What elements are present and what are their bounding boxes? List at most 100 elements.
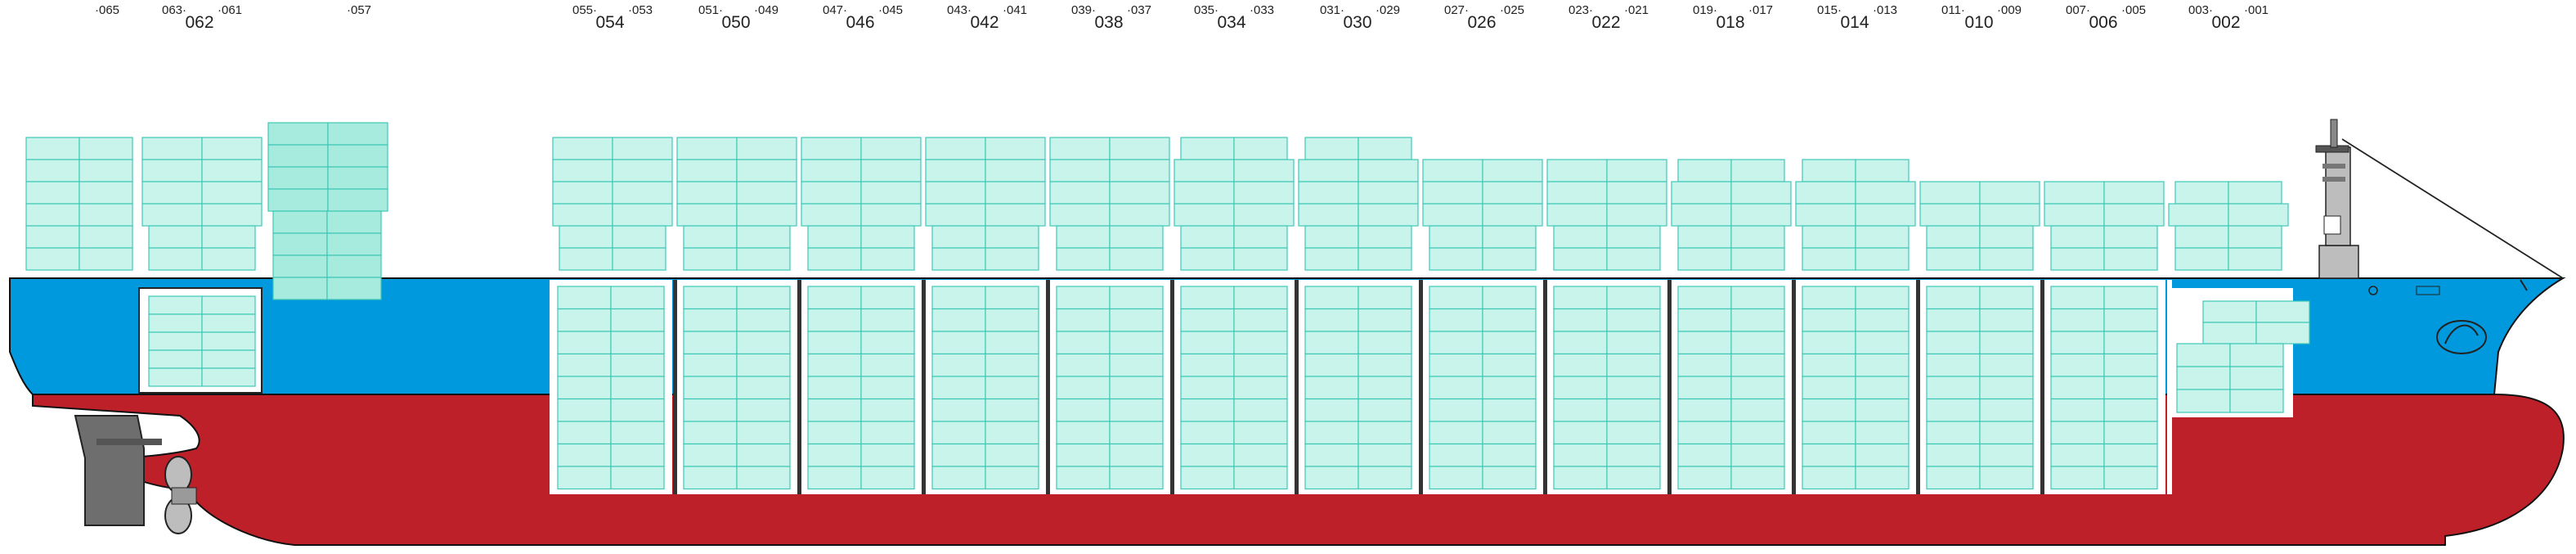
container bbox=[1855, 376, 1910, 400]
bay-sub-label: ·005 bbox=[2121, 3, 2147, 17]
container bbox=[1056, 466, 1111, 490]
container bbox=[201, 295, 256, 315]
container bbox=[2050, 308, 2105, 332]
container bbox=[1855, 203, 1916, 227]
propeller-icon bbox=[164, 456, 197, 534]
container bbox=[148, 295, 203, 315]
container bbox=[860, 421, 915, 445]
container-stack bbox=[1802, 225, 1910, 271]
container bbox=[985, 443, 1039, 467]
container-stack bbox=[2174, 225, 2282, 271]
container bbox=[2202, 300, 2257, 323]
container bbox=[1855, 466, 1910, 490]
container bbox=[1482, 443, 1537, 467]
bay-sub-label: 035· bbox=[1194, 3, 1219, 17]
container bbox=[326, 277, 382, 300]
container bbox=[1730, 159, 1785, 182]
container-stack bbox=[2044, 181, 2165, 227]
container bbox=[2050, 443, 2105, 467]
container bbox=[2229, 389, 2284, 413]
container bbox=[1677, 376, 1732, 400]
container bbox=[985, 137, 1046, 160]
hold-bulkhead bbox=[2040, 280, 2044, 494]
container-stack bbox=[1180, 286, 1288, 490]
hold-bulkhead bbox=[1916, 280, 1920, 494]
container bbox=[1855, 421, 1910, 445]
bay-label: 022 bbox=[1591, 13, 1621, 32]
container bbox=[1730, 398, 1785, 422]
container bbox=[1730, 353, 1785, 377]
forestay bbox=[2341, 138, 2564, 279]
container bbox=[2050, 421, 2105, 445]
container bbox=[801, 159, 862, 182]
container bbox=[736, 376, 791, 400]
container bbox=[326, 254, 382, 278]
container bbox=[807, 247, 862, 271]
container bbox=[2103, 353, 2158, 377]
bay-label: 054 bbox=[595, 13, 625, 32]
container bbox=[1429, 247, 1483, 271]
container bbox=[1358, 466, 1412, 490]
container bbox=[1233, 137, 1288, 160]
container bbox=[610, 286, 665, 310]
container bbox=[860, 137, 922, 160]
container bbox=[1358, 421, 1412, 445]
container bbox=[1855, 308, 1910, 332]
container bbox=[610, 331, 665, 355]
container bbox=[1802, 466, 1856, 490]
container bbox=[1358, 137, 1412, 160]
bay-sub-label: 055· bbox=[572, 3, 598, 17]
container bbox=[1233, 353, 1288, 377]
container bbox=[610, 353, 665, 377]
container bbox=[1180, 331, 1235, 355]
container bbox=[736, 466, 791, 490]
container bbox=[931, 376, 986, 400]
container bbox=[676, 137, 738, 160]
container bbox=[1979, 466, 2034, 490]
container bbox=[683, 443, 738, 467]
container bbox=[612, 203, 673, 227]
container bbox=[683, 247, 738, 271]
bay-sub-label: ·037 bbox=[1127, 3, 1152, 17]
container bbox=[1855, 225, 1910, 249]
container bbox=[985, 247, 1039, 271]
container bbox=[860, 376, 915, 400]
container bbox=[1180, 308, 1235, 332]
container bbox=[141, 203, 203, 227]
container bbox=[1429, 353, 1483, 377]
container bbox=[327, 188, 388, 212]
bay-sub-label: 027· bbox=[1444, 3, 1470, 17]
container bbox=[1482, 247, 1537, 271]
container bbox=[25, 203, 80, 227]
container bbox=[1606, 353, 1661, 377]
container bbox=[1056, 331, 1111, 355]
container bbox=[1180, 225, 1235, 249]
container bbox=[807, 353, 862, 377]
container bbox=[1730, 308, 1785, 332]
container bbox=[736, 353, 791, 377]
container bbox=[1855, 286, 1910, 310]
container bbox=[683, 466, 738, 490]
container bbox=[736, 159, 797, 182]
container bbox=[327, 166, 388, 190]
container bbox=[2103, 466, 2158, 490]
container-stack bbox=[1180, 225, 1288, 271]
container bbox=[807, 421, 862, 445]
container bbox=[1802, 421, 1856, 445]
bay-sub-label: 047· bbox=[823, 3, 848, 17]
container bbox=[1979, 376, 2034, 400]
container bbox=[1482, 159, 1543, 182]
bay-sub-label: ·029 bbox=[1376, 3, 1401, 17]
container bbox=[860, 353, 915, 377]
container bbox=[1304, 421, 1359, 445]
container bbox=[148, 313, 203, 333]
container bbox=[610, 421, 665, 445]
bay-sub-label: 015· bbox=[1817, 3, 1842, 17]
bay-label: 014 bbox=[1840, 13, 1869, 32]
bay-label: 002 bbox=[2211, 13, 2241, 32]
container-stack bbox=[559, 225, 666, 271]
container bbox=[1233, 159, 1295, 182]
container bbox=[1233, 247, 1288, 271]
container bbox=[1553, 308, 1608, 332]
